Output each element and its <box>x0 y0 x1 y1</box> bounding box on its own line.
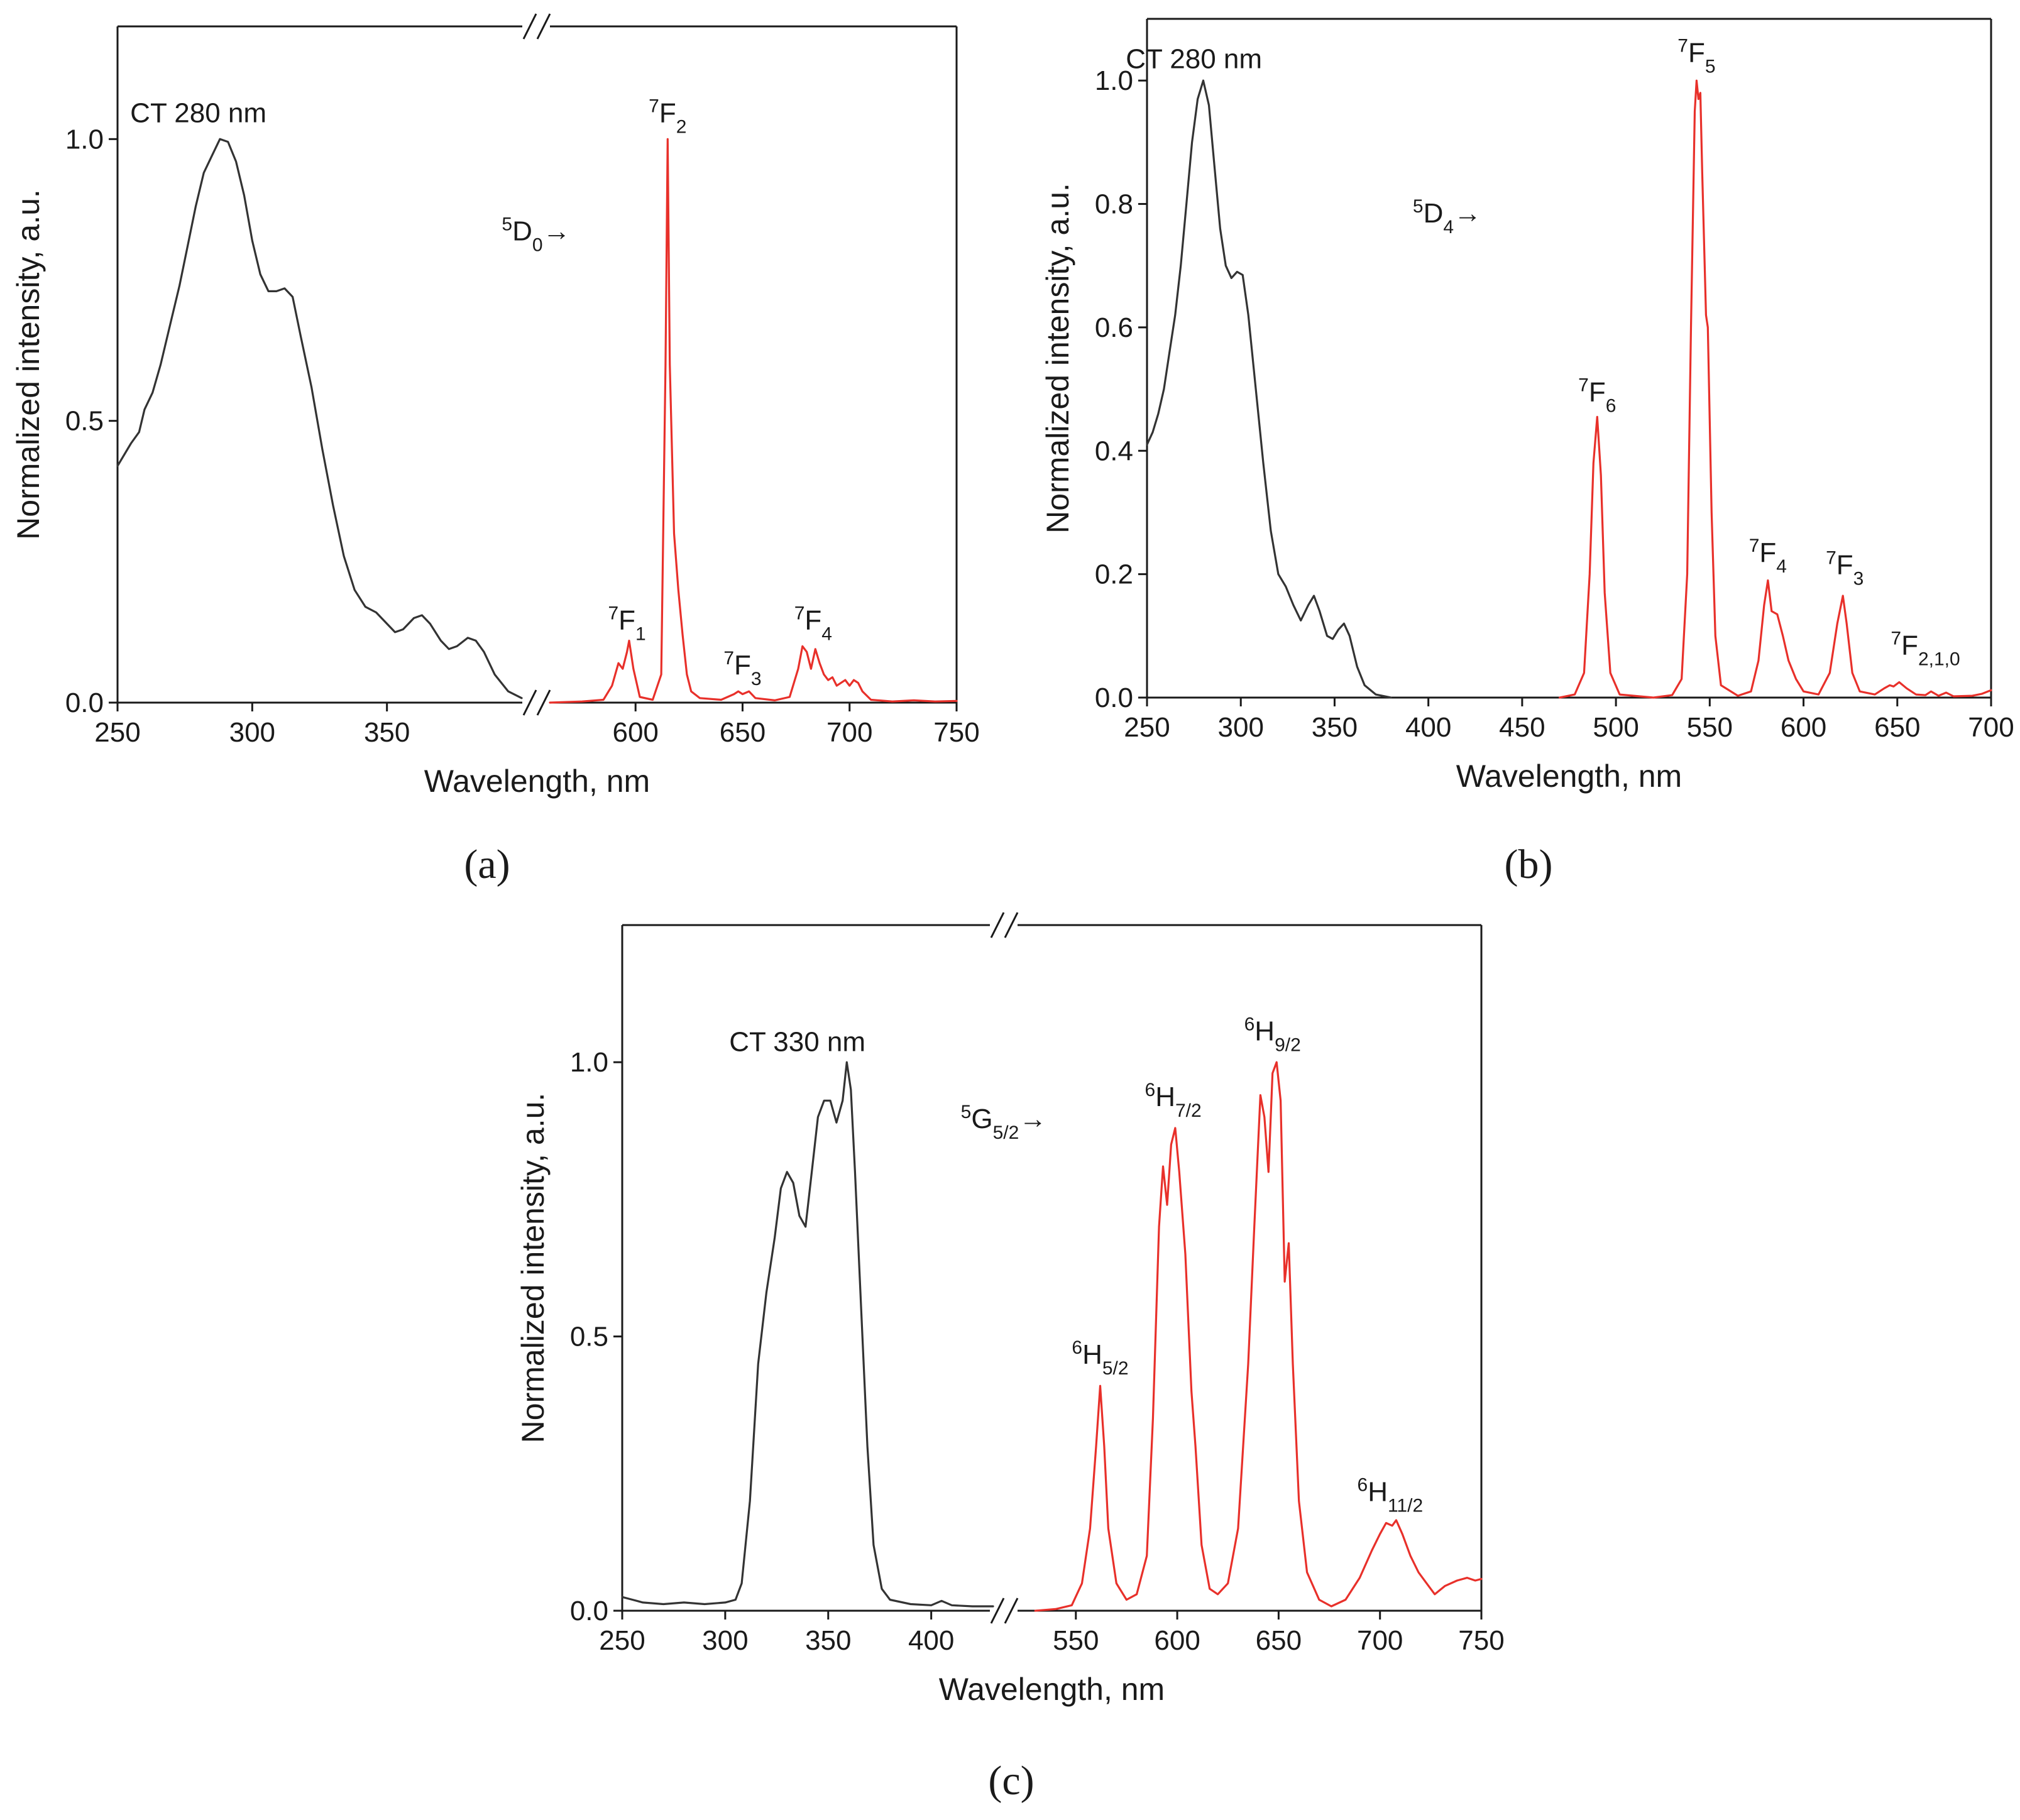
axis-break-mark <box>536 689 551 716</box>
x-tick-label: 700 <box>1357 1625 1403 1656</box>
x-tick-label: 750 <box>1458 1625 1504 1656</box>
spectrum-series-emission <box>1034 1061 1483 1612</box>
annotation-label: 7F2 <box>649 96 686 137</box>
axis-break-mark <box>1004 1598 1019 1624</box>
x-tick-label: 500 <box>1593 712 1639 743</box>
x-tick-label: 450 <box>1499 712 1545 743</box>
y-tick-label: 0.6 <box>1095 312 1133 343</box>
annotation-label: 5G5/2→ <box>961 1101 1047 1143</box>
x-tick-label: 350 <box>805 1625 851 1656</box>
x-tick-label: 350 <box>1312 712 1358 743</box>
axis-break-mark <box>522 13 537 40</box>
annotation-label: CT 280 nm <box>130 97 266 128</box>
spectrum-series-emission <box>549 138 958 704</box>
x-tick-label: 750 <box>933 717 979 748</box>
y-tick-label: 0.8 <box>1095 189 1133 220</box>
x-tick-label: 600 <box>1781 712 1826 743</box>
x-tick-label: 600 <box>1154 1625 1200 1656</box>
y-tick-label: 1.0 <box>570 1047 608 1078</box>
annotation-label: 7F4 <box>1749 535 1787 577</box>
x-tick-label: 700 <box>1968 712 2014 743</box>
y-tick-label: 0.4 <box>1095 436 1133 466</box>
annotation-label: CT 330 nm <box>729 1027 865 1058</box>
plot-frame <box>1146 18 1992 699</box>
x-axis-title: Wavelength, nm <box>939 1672 1165 1707</box>
x-tick-label: 350 <box>364 717 410 748</box>
chart-a: 0.0 0.5 1.0 250 300 350 600 650 700 750 Wavelength… <box>11 13 980 799</box>
x-axis-title: Wavelength, nm <box>424 764 650 799</box>
plot-frame <box>116 13 958 716</box>
x-tick-label: 300 <box>702 1625 748 1656</box>
annotation-label: 7F3 <box>1826 547 1864 589</box>
x-tick-label: 300 <box>229 717 275 748</box>
y-tick-label: 0.0 <box>65 688 104 718</box>
chart-b: 0.0 0.2 0.4 0.6 0.8 1.0 250 300 350 400 450 500 550 6… <box>1040 18 2014 794</box>
y-tick-label: 0.2 <box>1095 559 1133 590</box>
x-tick-label: 400 <box>908 1625 954 1656</box>
y-tick-label: 0.0 <box>1095 682 1133 713</box>
annotation-label: 7F6 <box>1578 375 1616 416</box>
x-tick-label: 600 <box>612 717 658 748</box>
spectrum-series-excitation <box>116 138 523 699</box>
y-tick-label: 1.0 <box>1095 65 1133 96</box>
annotation-label: 6H7/2 <box>1145 1080 1202 1121</box>
x-tick-label: 250 <box>1124 712 1170 743</box>
axis-break-bottom <box>990 1598 1019 1624</box>
axis-break-top <box>990 912 1019 938</box>
y-axis-title: Normalized intensity, a.u. <box>515 1093 551 1444</box>
axis-break-mark <box>990 1598 1005 1624</box>
plot-frame <box>621 912 1483 1624</box>
chart-c: 0.0 0.5 1.0 250 300 350 400 550 600 650 700 750 Wave… <box>515 912 1505 1707</box>
annotation-label: 7F1 <box>608 603 645 644</box>
y-tick-label: 1.0 <box>65 124 104 155</box>
axis-break-mark <box>1004 912 1019 938</box>
x-tick-label: 650 <box>1874 712 1920 743</box>
x-tick-label: 550 <box>1053 1625 1099 1656</box>
axis-break-mark <box>522 689 537 716</box>
annotation-label: 7F2,1,0 <box>1891 628 1960 669</box>
axis-break-mark <box>536 13 551 40</box>
x-tick-label: 300 <box>1218 712 1264 743</box>
axis-break-mark <box>990 912 1005 938</box>
x-tick-label: 650 <box>1256 1625 1302 1656</box>
y-tick-label: 0.5 <box>570 1322 608 1352</box>
x-tick-label: 250 <box>94 717 140 748</box>
x-axis-title: Wavelength, nm <box>1456 759 1682 794</box>
spectrum-series-excitation <box>1146 79 1392 699</box>
x-tick-label: 400 <box>1405 712 1451 743</box>
axis-break-top <box>522 13 551 40</box>
y-axis-title: Normalized intensity, a.u. <box>1040 183 1075 534</box>
annotation-label: CT 280 nm <box>1126 44 1262 75</box>
y-tick-label: 0.0 <box>570 1596 608 1626</box>
panel-label-c: (c) <box>988 1758 1034 1804</box>
spectrum-series-excitation <box>621 1061 994 1608</box>
panel-label-b: (b) <box>1505 841 1553 887</box>
annotation-label: 5D0→ <box>502 214 570 255</box>
y-tick-label: 0.5 <box>65 406 104 437</box>
y-axis-title: Normalized intensity, a.u. <box>11 189 46 540</box>
annotation-label: 6H5/2 <box>1072 1337 1128 1379</box>
annotation-label: 7F3 <box>723 648 761 689</box>
x-tick-label: 250 <box>599 1625 645 1656</box>
x-tick-label: 650 <box>720 717 766 748</box>
annotation-label: 7F4 <box>794 603 832 644</box>
annotation-label: 6H11/2 <box>1358 1474 1424 1516</box>
axis-break-bottom <box>522 689 551 716</box>
panel-label-a: (a) <box>464 841 510 887</box>
annotation-label: 5D4→ <box>1413 196 1481 238</box>
x-tick-label: 550 <box>1687 712 1733 743</box>
annotation-label: 7F5 <box>1677 35 1715 77</box>
spectrum-series-emission <box>1559 79 1992 699</box>
x-tick-label: 700 <box>826 717 872 748</box>
annotation-label: 6H9/2 <box>1244 1014 1301 1055</box>
